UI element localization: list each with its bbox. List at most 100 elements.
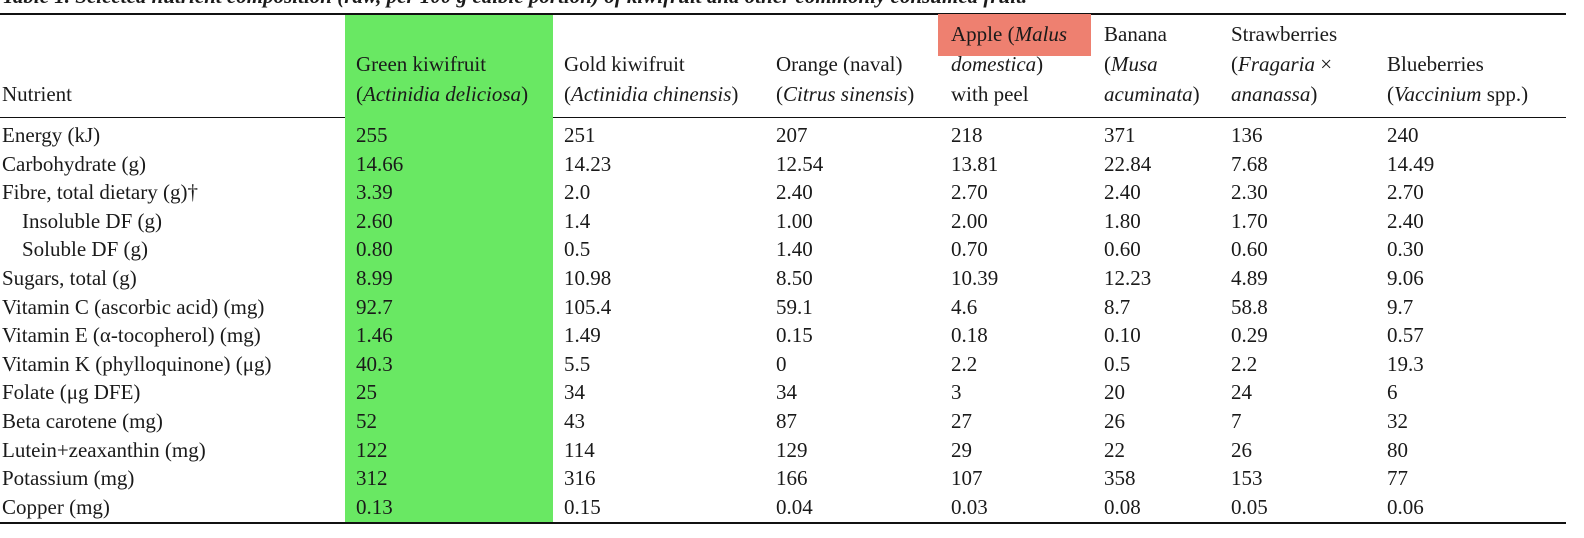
cell-value: 0.30 [1387,237,1424,262]
cell-value: 1.4 [564,208,591,233]
cell-value: 218 [951,123,983,147]
header-text: Malus [1014,22,1068,46]
cell-value: 52 [356,409,377,433]
header-text: ) [1310,82,1318,106]
header-text: with peel [951,82,1029,106]
cell-value: 312 [356,466,388,491]
header-cell-line: Nutrient [2,80,72,108]
cell-value: 358 [1104,466,1136,491]
cell-value: 6 [1387,380,1398,405]
header-text: ) [521,82,529,106]
cell-value: 0.57 [1387,323,1424,348]
cell-value: 1.80 [1104,208,1141,233]
header-text: Actinidia chinensis [571,82,732,106]
header-rule [0,117,1566,118]
cell-value: 8.50 [776,266,813,290]
cell-value: 22.84 [1104,151,1152,176]
cell-value: 207 [776,123,808,147]
header-text: Orange (naval) [776,52,903,76]
nutrient-label: Lutein+zeaxanthin (mg) [2,437,206,462]
header-text: Green kiwifruit [356,52,487,76]
cell-value: 1.40 [776,237,813,262]
header-cell-line: (Vaccinium spp.) [1387,80,1528,108]
cell-value: 14.66 [356,151,404,176]
header-text: ) [907,82,915,106]
cell-value: 2.30 [1231,180,1268,205]
bottom-rule [0,522,1566,524]
cell-value: 0.80 [356,237,393,262]
cell-value: 12.54 [776,151,824,176]
cell-value: 2.2 [1231,351,1258,376]
nutrient-label: Potassium (mg) [2,466,135,491]
cell-value: 92.7 [356,294,393,319]
nutrient-label: Carbohydrate (g) [2,151,147,176]
cell-value: 14.23 [564,151,612,176]
nutrient-label: Vitamin K (phylloquinone) (μg) [2,351,272,376]
cell-value: 2.0 [564,180,591,205]
header-highlight [938,14,1091,56]
cell-value: 107 [951,466,983,491]
cell-value: 122 [356,437,388,462]
nutrient-label: Vitamin E (α-tocopherol) (mg) [2,323,261,348]
cell-value: 34 [564,380,585,405]
header-cell-line: domestica) [951,50,1043,78]
cell-value: 114 [564,437,595,462]
cell-value: 166 [776,466,808,491]
header-cell-line: Apple (Malus [951,20,1067,48]
table-caption: Table 1. Selected nutrient composition (… [2,0,1027,9]
nutrient-label: Fibre, total dietary (g)† [2,180,198,205]
header-text: ( [564,82,571,106]
cell-value: 77 [1387,466,1408,491]
cell-value: 0.03 [951,494,988,519]
header-text: ) [731,82,739,106]
cell-value: 7.68 [1231,151,1268,176]
header-text: ( [776,82,783,106]
cell-value: 24 [1231,380,1252,405]
cell-value: 0.15 [776,323,813,348]
cell-value: 105.4 [564,294,612,319]
nutrient-label: Sugars, total (g) [2,266,137,290]
cell-value: 80 [1387,437,1408,462]
header-cell-line: ananassa) [1231,80,1317,108]
cell-value: 10.39 [951,266,999,290]
cell-value: 19.3 [1387,351,1424,376]
cell-value: 0.05 [1231,494,1268,519]
cell-value: 2.2 [951,351,978,376]
header-cell-line: (Citrus sinensis) [776,80,914,108]
cell-value: 251 [564,123,596,147]
header-text: × [1315,52,1333,76]
cell-value: 87 [776,409,797,433]
cell-value: 0.08 [1104,494,1141,519]
cell-value: 0.18 [951,323,988,348]
cell-value: 0.5 [1104,351,1131,376]
cell-value: 2.70 [1387,180,1424,205]
header-cell-line: (Actinidia deliciosa) [356,80,528,108]
header-cell-line: Gold kiwifruit [564,50,685,78]
header-text: ( [1231,52,1238,76]
cell-value: 3 [951,380,962,405]
header-text: ( [1387,82,1394,106]
header-cell-line: with peel [951,80,1029,108]
nutrient-label: Copper (mg) [2,494,110,519]
header-text: Banana [1104,22,1167,46]
cell-value: 14.49 [1387,151,1435,176]
header-text: Vaccinium [1394,82,1482,106]
cell-value: 8.7 [1104,294,1131,319]
header-text: spp.) [1481,82,1529,106]
header-text: ) [1036,52,1044,76]
header-text: ) [1192,82,1200,106]
header-text: Nutrient [2,82,72,106]
header-text: Actinidia deliciosa [363,82,522,106]
cell-value: 0.10 [1104,323,1141,348]
cell-value: 0.04 [776,494,813,519]
cell-value: 371 [1104,123,1136,147]
nutrient-label: Energy (kJ) [2,123,101,147]
cell-value: 2.40 [1104,180,1141,205]
cell-value: 129 [776,437,808,462]
cell-value: 20 [1104,380,1125,405]
header-text: Citrus sinensis [783,82,908,106]
cell-value: 0.15 [564,494,601,519]
header-cell-line: (Fragaria × [1231,50,1332,78]
cell-value: 1.46 [356,323,393,348]
header-text: acuminata [1104,82,1193,106]
